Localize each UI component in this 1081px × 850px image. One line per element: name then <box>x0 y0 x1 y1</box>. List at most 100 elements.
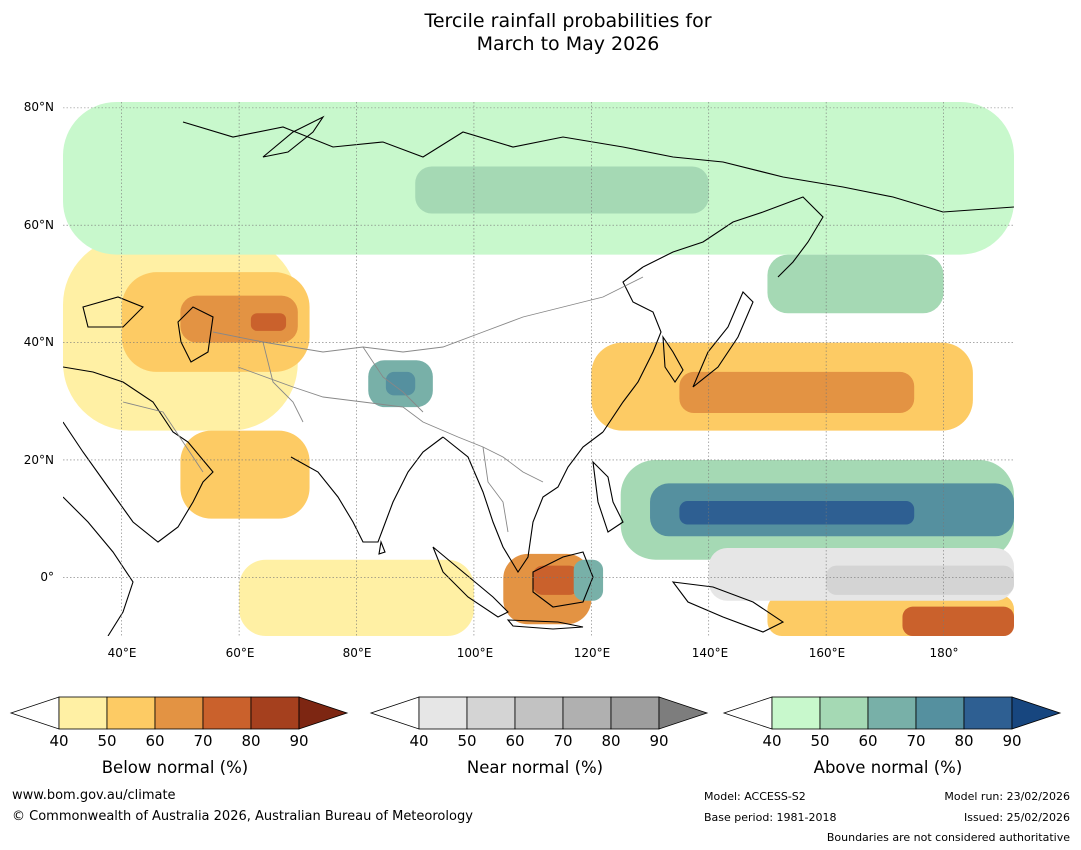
base-period: Base period: 1981-2018 <box>704 811 837 824</box>
probability-region-above <box>415 166 709 214</box>
legend-above-tick: 80 <box>954 732 974 750</box>
border-segment <box>482 446 509 533</box>
legend-near-tick: 80 <box>601 732 621 750</box>
probability-region-below <box>239 559 474 636</box>
coastline-new-guinea <box>671 581 785 633</box>
coastline-siberia <box>182 121 1014 213</box>
legend-below-tick: 80 <box>241 732 261 750</box>
legend-below-normal: 40 50 60 70 80 90 Below normal (%) <box>8 694 358 784</box>
map-title-line2: March to May 2026 <box>476 33 660 55</box>
colorbar-above <box>722 696 1062 730</box>
coastline-java <box>506 619 584 630</box>
probability-region-near <box>826 565 1014 595</box>
rainfall-probability-map[interactable] <box>63 102 1014 636</box>
lat-label-40n: 40°N <box>23 335 54 349</box>
legend-above-tick: 40 <box>762 732 782 750</box>
lat-label-20n: 20°N <box>23 453 54 467</box>
colorbar-segment <box>867 696 917 730</box>
border-segment <box>362 346 424 413</box>
coastlines <box>63 115 1014 636</box>
map-title-line1: Tercile rainfall probabilities for <box>424 10 712 32</box>
colorbar-segment <box>514 696 564 730</box>
probability-region-above <box>767 254 944 314</box>
legend-near-tick: 90 <box>649 732 669 750</box>
coastline-africa <box>63 496 134 636</box>
issued-date: Issued: 25/02/2026 <box>963 811 1070 824</box>
colorbar-segment <box>466 696 516 730</box>
country-borders <box>122 276 644 533</box>
lat-label-60n: 60°N <box>23 218 54 232</box>
coastline-novaya-zemlya <box>262 115 325 158</box>
colorbar-extend-low <box>722 696 773 730</box>
colorbar-segment <box>58 696 108 730</box>
coastline-sumatra <box>432 546 509 618</box>
legend-below-tick: 40 <box>49 732 69 750</box>
legend-below-tick: 90 <box>289 732 309 750</box>
coastline-korea <box>662 334 684 383</box>
colorbar-below <box>9 696 349 730</box>
border-segment <box>212 276 644 353</box>
map-title: Tercile rainfall probabilities for March… <box>0 10 1081 56</box>
lon-label-60e: 60°E <box>225 646 255 660</box>
legend-above-tick: 50 <box>810 732 830 750</box>
colorbar-segment <box>106 696 156 730</box>
colorbar-extend-high <box>298 696 349 730</box>
border-segment <box>457 436 544 483</box>
border-segment <box>262 341 304 423</box>
colorbar-near <box>369 696 709 730</box>
probability-region-below <box>532 565 580 595</box>
probability-region-below <box>679 371 915 414</box>
coastline-japan <box>692 291 754 388</box>
model-name: Model: ACCESS-S2 <box>704 790 806 803</box>
coastline-black-sea <box>82 296 144 328</box>
legend-near-tick: 50 <box>457 732 477 750</box>
legend-near-tick: 60 <box>505 732 525 750</box>
colorbar-extend-high <box>1011 696 1062 730</box>
colorbar-segment <box>819 696 869 730</box>
boundaries-disclaimer: Boundaries are not considered authoritat… <box>826 831 1070 844</box>
colorbar-extend-low <box>369 696 420 730</box>
legend-near-tick: 40 <box>409 732 429 750</box>
colorbar-segment <box>562 696 612 730</box>
probability-region-below <box>250 313 287 331</box>
colorbar-segment <box>771 696 821 730</box>
probability-region-above <box>573 559 604 601</box>
coastline-caspian <box>177 306 214 363</box>
probability-region-below <box>180 430 310 519</box>
legend-above-title: Above normal (%) <box>813 758 963 777</box>
legend-near-title: Near normal (%) <box>466 758 604 777</box>
colorbar-segment <box>250 696 300 730</box>
legend-near-normal: 40 50 60 70 80 90 Near normal (%) <box>368 694 718 784</box>
probability-region-above <box>385 371 416 396</box>
map-canvas <box>63 102 1014 636</box>
colorbar-extend-low <box>9 696 60 730</box>
legend-above-tick: 70 <box>906 732 926 750</box>
colorbar-segment <box>963 696 1013 730</box>
legend-above-normal: 40 50 60 70 80 90 Above normal (%) <box>721 694 1071 784</box>
lon-label-140e: 140°E <box>691 646 729 660</box>
legend-below-tick: 60 <box>145 732 165 750</box>
lat-label-80n: 80°N <box>23 100 54 114</box>
lon-label-100e: 100°E <box>456 646 494 660</box>
probability-region-below <box>902 606 1014 636</box>
legend-near-tick: 70 <box>553 732 573 750</box>
legend-above-tick: 90 <box>1002 732 1022 750</box>
coastline-india <box>290 436 444 543</box>
lon-label-160e: 160°E <box>808 646 846 660</box>
border-segment <box>237 366 459 438</box>
coastline-indochina <box>442 431 604 574</box>
model-run-date: Model run: 23/02/2026 <box>944 790 1070 803</box>
colorbar-segment <box>610 696 660 730</box>
colorbar-segment <box>202 696 252 730</box>
coastline-borneo <box>532 551 594 608</box>
probability-regions <box>63 102 1014 636</box>
legend-below-title: Below normal (%) <box>101 758 249 777</box>
website-link[interactable]: www.bom.gov.au/climate <box>12 788 176 803</box>
lon-label-180: 180° <box>929 646 959 660</box>
lon-label-80e: 80°E <box>342 646 372 660</box>
coastline-sri-lanka <box>378 539 386 555</box>
coastline-russia-pacific <box>642 196 824 278</box>
lat-label-0: 0° <box>40 570 54 584</box>
legend-above-tick: 60 <box>858 732 878 750</box>
probability-region-above <box>679 501 915 525</box>
